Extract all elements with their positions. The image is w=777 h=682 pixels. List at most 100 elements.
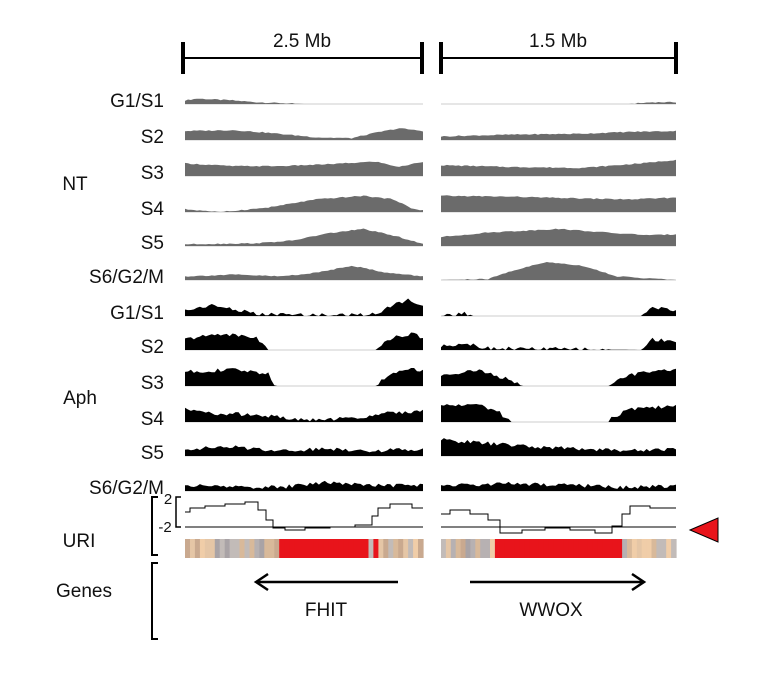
uri-heat-cell xyxy=(269,539,275,558)
uri-heat-cell xyxy=(204,539,211,558)
uri-heat-cell xyxy=(279,539,285,558)
track-aph-s4: S4 xyxy=(141,404,676,430)
uri-heat-cell xyxy=(284,539,290,558)
uri-heat-cell xyxy=(373,539,379,558)
replication-profile-right xyxy=(441,337,676,350)
uri-heat-cell xyxy=(534,539,540,558)
uri-heat-cell xyxy=(460,539,467,558)
track-phase-label: S4 xyxy=(141,199,165,220)
uri-heat-cell xyxy=(304,539,310,558)
replication-profile-right xyxy=(441,404,676,422)
track-nt-s4: S4 xyxy=(141,195,676,220)
replication-profile-left xyxy=(185,298,423,316)
uri-heat-cell xyxy=(465,539,471,558)
uri-heat-cell xyxy=(646,539,653,558)
uri-heat-cell xyxy=(249,539,256,558)
uri-heat-cell xyxy=(398,539,404,558)
replication-profile-right xyxy=(441,101,676,104)
replication-profile-left xyxy=(185,265,423,280)
uri-scale-bracket xyxy=(175,496,181,528)
condition-label-nt: NT xyxy=(62,174,88,195)
uri-heat-cell xyxy=(661,539,667,558)
uri-heat-cell xyxy=(244,539,251,558)
genes-label: Genes xyxy=(56,581,112,602)
uri-marker-arrow xyxy=(688,517,719,543)
uri-heat-cell xyxy=(622,539,628,558)
uri-heat-cell xyxy=(558,539,564,558)
track-aph-s2: S2 xyxy=(141,332,676,358)
uri-heat-cell xyxy=(348,539,355,558)
uri-heat-cell xyxy=(383,539,389,558)
uri-heat-cell xyxy=(543,539,550,558)
uri-heat-cell xyxy=(343,539,350,558)
gene-arrow-left xyxy=(253,572,398,592)
uri-heat-cell xyxy=(470,539,476,558)
track-phase-label: S2 xyxy=(141,337,164,358)
uri-heat-cell xyxy=(190,539,196,558)
uri-heat-cell xyxy=(219,539,226,558)
scale-bar-left: 2.5 Mb xyxy=(181,31,424,74)
track-nt-g1-s1: G1/S1 xyxy=(110,91,676,112)
condition-label-aph: Aph xyxy=(63,388,97,409)
uri-heat-cell xyxy=(666,539,672,558)
uri-heat-cell xyxy=(358,539,365,558)
uri-heat-cell xyxy=(408,539,414,558)
genes-section: Genes FHIT WWOX xyxy=(56,562,647,640)
uri-heat-cell xyxy=(418,539,424,558)
uri-heat-cell xyxy=(313,539,320,558)
uri-heat-cell xyxy=(529,539,535,558)
uri-heat-cell xyxy=(413,539,419,558)
uri-section: URI 2 -2 xyxy=(63,491,719,558)
uri-heat-cell xyxy=(388,539,394,558)
uri-heat-cell xyxy=(494,539,501,558)
uri-heat-cell xyxy=(514,539,520,558)
uri-heat-cell xyxy=(199,539,206,558)
uri-heat-cell xyxy=(294,539,300,558)
uri-heat-cell xyxy=(631,539,638,558)
uri-heat-cell xyxy=(455,539,462,558)
replication-profile-right xyxy=(441,228,676,246)
uri-heat-cell xyxy=(274,539,280,558)
track-nt-s6-g2-m: S6/G2/M xyxy=(89,262,676,288)
uri-heat-cell xyxy=(363,539,370,558)
track-aph-s3: S3 xyxy=(141,368,676,394)
replication-profile-right xyxy=(441,368,676,386)
track-nt-s2: S2 xyxy=(141,127,676,148)
uri-heat-cell xyxy=(587,539,594,558)
track-phase-label: S5 xyxy=(141,443,164,464)
replication-profile-left xyxy=(185,445,423,456)
uri-heat-cell xyxy=(403,539,409,558)
uri-heat-bar-right xyxy=(441,539,677,558)
replication-profile-left xyxy=(185,161,423,176)
replication-profile-right xyxy=(441,481,676,491)
uri-heat-cell xyxy=(239,539,246,558)
replication-profile-left xyxy=(185,98,423,104)
uri-heat-cell xyxy=(597,539,604,558)
uri-heat-cell xyxy=(578,539,584,558)
uri-heat-cell xyxy=(185,539,191,558)
uri-heat-cell xyxy=(333,539,340,558)
uri-heat-cell xyxy=(338,539,345,558)
uri-heat-cell xyxy=(378,539,384,558)
uri-profile-right xyxy=(441,505,676,534)
uri-tick-high: 2 xyxy=(164,491,172,508)
uri-heat-bar-left xyxy=(185,539,424,558)
gene-arrow-right xyxy=(470,572,647,592)
uri-heat-cell xyxy=(641,539,648,558)
uri-label: URI xyxy=(63,531,96,552)
uri-heat-cell xyxy=(602,539,609,558)
genes-bracket xyxy=(151,562,158,640)
replication-profile-right xyxy=(441,306,676,316)
uri-heat-cell xyxy=(592,539,599,558)
uri-heat-cell xyxy=(553,539,560,558)
uri-heat-cell xyxy=(309,539,315,558)
replication-profile-right xyxy=(441,130,676,140)
track-phase-label: G1/S1 xyxy=(110,91,164,112)
replication-profile-left xyxy=(185,128,423,140)
uri-heat-cell xyxy=(509,539,515,558)
replication-profile-left xyxy=(185,195,423,212)
uri-heat-cell xyxy=(485,539,491,558)
replication-profile-left xyxy=(185,480,423,491)
uri-heat-cell xyxy=(445,539,452,558)
track-nt-s5: S5 xyxy=(141,228,676,254)
